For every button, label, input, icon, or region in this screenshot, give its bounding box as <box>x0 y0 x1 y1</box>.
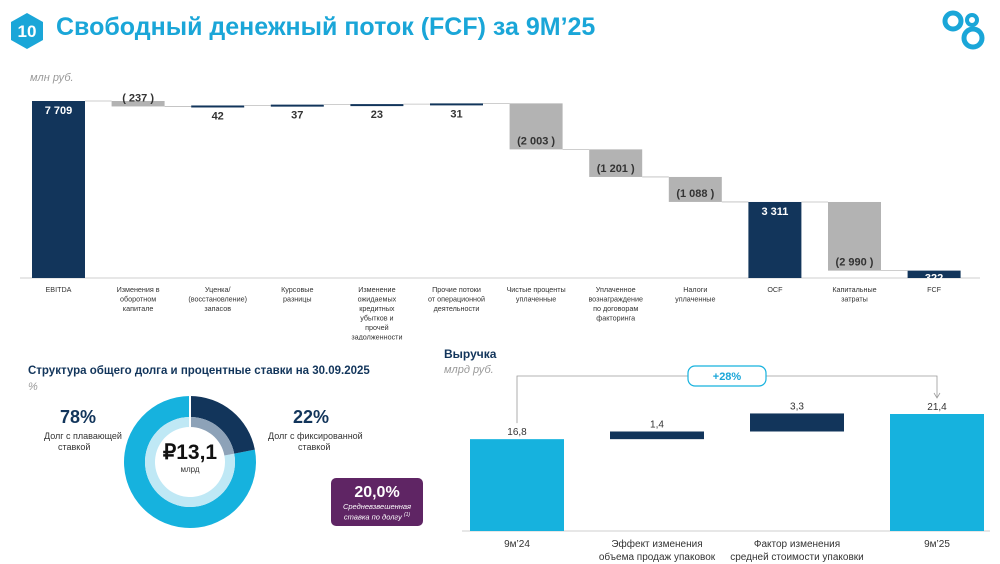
fcf-category-label: Уплаченное вознаграждение по договорам факт… <box>588 285 643 323</box>
revenue-bar <box>610 431 704 440</box>
debt-total-unit: млрд <box>180 465 200 474</box>
fcf-value-label: 23 <box>371 109 383 121</box>
debt-total-value: ₽13,1 <box>162 441 218 464</box>
fcf-value-label: 7 709 <box>45 105 73 117</box>
fcf-value-label: 3 311 <box>761 206 788 218</box>
page-title: Свободный денежный поток (FCF) за 9М’25 <box>56 13 596 41</box>
growth-badge <box>687 365 767 387</box>
fcf-category-label: Прочие потоки от операционной деятельности <box>428 285 485 313</box>
revenue-category-label: Эффект изменения объема продаж упаковок <box>599 538 716 563</box>
debt-unit-label: % <box>28 381 38 393</box>
fcf-bar <box>589 149 643 177</box>
floating-debt-pct: 78% <box>60 407 97 427</box>
revenue-value-label: 3,3 <box>790 401 804 412</box>
fcf-value-label: (1 201 ) <box>597 163 635 175</box>
revenue-value-label: 21,4 <box>927 402 947 413</box>
floating-debt-label: Долг с плавающей ставкой <box>44 431 122 452</box>
fcf-category-label: Налоги уплаченные <box>675 285 715 304</box>
growth-arrowhead-icon <box>933 392 941 399</box>
fcf-value-label: (1 088 ) <box>676 188 714 200</box>
avg-rate-label-1: Средневзвешенная <box>342 502 412 511</box>
fcf-bar <box>828 201 881 271</box>
fcf-value-label: 322 <box>925 273 943 285</box>
fcf-bar <box>668 176 722 202</box>
debt-section-title: Структура общего долга и процентные став… <box>28 365 370 377</box>
fcf-value-label: 37 <box>291 110 303 122</box>
fixed-debt-pct: 22% <box>293 407 330 427</box>
fcf-value-label: 42 <box>212 110 224 122</box>
fcf-bar <box>191 105 245 108</box>
fcf-bar <box>270 104 324 107</box>
fcf-waterfall-chart: 7 709 EBITDA ( 237 ) Изменения в оборотном ка… <box>20 92 980 340</box>
company-logo-icon <box>942 10 985 50</box>
fcf-category-label: Курсовые разницы <box>281 285 313 304</box>
page-badge-shape <box>11 13 43 49</box>
revenue-bar <box>750 413 844 432</box>
avg-rate-footnote: (1) <box>403 512 411 518</box>
revenue-bar <box>470 439 564 531</box>
revenue-value-label: 16,8 <box>507 427 527 438</box>
fcf-category-label: Изменение ожидаемых кредитных убытков и проч… <box>351 285 402 340</box>
debt-donut-chart <box>124 396 256 528</box>
fcf-value-label: ( 237 ) <box>122 92 154 104</box>
revenue-category-label: 9м’24 <box>504 539 530 550</box>
fcf-bar <box>32 101 85 278</box>
donut-slice-fixed <box>190 396 255 454</box>
donut-slice-floating <box>124 396 256 528</box>
fcf-category-label: Капитальные затраты <box>832 285 876 304</box>
fcf-bar <box>509 103 563 150</box>
fcf-unit-label: млн руб. <box>30 72 74 84</box>
fcf-bar <box>748 201 802 278</box>
debt-total: ₽13,1 млрд <box>150 440 230 474</box>
page-number-badge: 10 <box>11 13 43 49</box>
revenue-category-label: Фактор изменения средней стоимости упаков… <box>730 539 863 563</box>
donut-inner-fixed <box>190 417 235 456</box>
page-number: 10 <box>18 22 37 41</box>
revenue-title: Выручка <box>444 347 497 361</box>
fcf-category-label: Уценка/(восстановление) запасов <box>188 285 247 313</box>
fcf-value-label: 31 <box>450 108 462 120</box>
fcf-value-label: (2 003 ) <box>517 135 555 147</box>
fcf-value-label: (2 990 ) <box>836 257 874 269</box>
fcf-bar <box>430 103 483 106</box>
fixed-debt-label: Долг с фиксированной ставкой <box>268 431 363 452</box>
avg-rate-box: 20,0% Средневзвешенная ставка по долгу (… <box>331 478 423 526</box>
revenue-value-label: 1,4 <box>650 419 664 430</box>
fcf-category-label: FCF <box>927 285 942 294</box>
fcf-category-label: Изменения в оборотном капитале <box>117 285 160 313</box>
growth-value: +28% <box>713 371 742 383</box>
revenue-bar <box>890 414 984 531</box>
fcf-category-label: Чистые проценты уплаченные <box>506 285 565 304</box>
fcf-category-label: EBITDA <box>46 285 72 294</box>
fcf-bar <box>111 101 165 107</box>
revenue-unit-label: млрд руб. <box>444 364 494 376</box>
avg-rate-label-2: ставка по долгу (1) <box>343 512 411 522</box>
fcf-bar <box>350 104 404 107</box>
fcf-bar <box>907 270 961 278</box>
avg-rate-value: 20,0% <box>354 484 400 501</box>
revenue-category-label: 9м’25 <box>924 539 950 550</box>
fcf-category-label: OCF <box>767 285 783 294</box>
